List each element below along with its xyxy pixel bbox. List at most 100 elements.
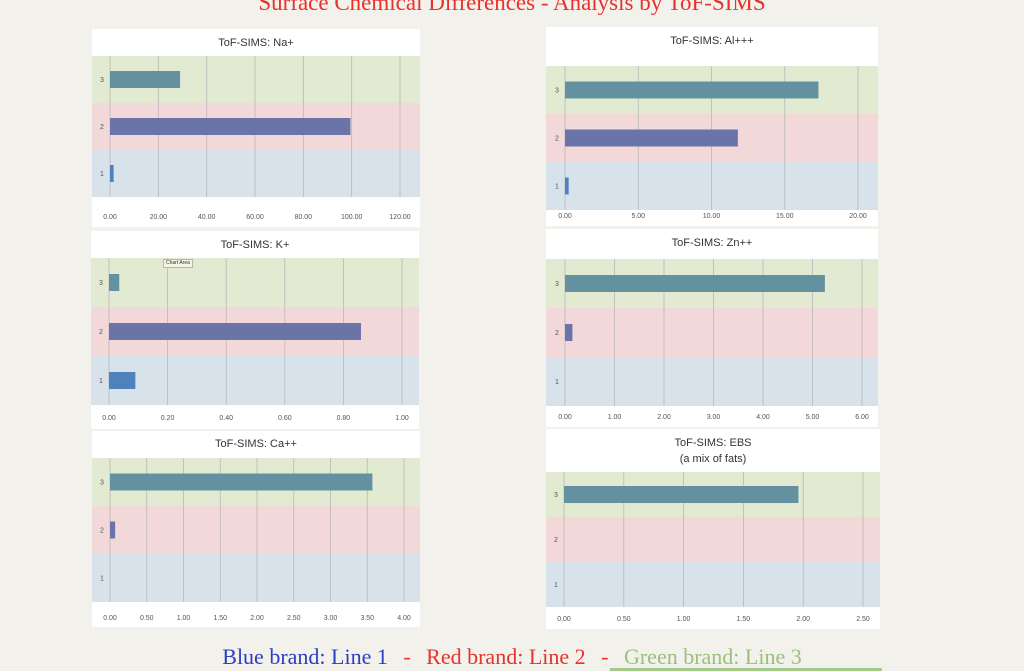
tick-label: 2.00	[796, 616, 810, 623]
category-label: 3	[555, 88, 559, 95]
bar-line-2[interactable]	[110, 521, 116, 539]
category-label: 1	[100, 171, 104, 178]
chart-panel-na[interactable]: ToF-SIMS: Na+ 1 2 3 0.00 20.00 40.00 60.00 80.0…	[92, 29, 420, 227]
chart-title: ToF-SIMS: Zn++	[671, 237, 753, 249]
chart-title: ToF-SIMS: Ca++	[215, 438, 297, 450]
brand-legend: Blue brand: Line 1 - Red brand: Line 2 -…	[0, 643, 1024, 671]
tick-label: 4.00	[397, 615, 411, 622]
tick-label: 0.00	[558, 213, 572, 220]
tick-label: 120.00	[389, 214, 411, 221]
band-line-2	[92, 506, 420, 554]
category-label: 1	[99, 378, 103, 385]
chart-panel-al[interactable]: ToF-SIMS: Al+++ 1 2 3 0.00 5.00 10.00 15.00 20.…	[546, 27, 878, 226]
tick-label: 0.50	[617, 616, 631, 623]
band-line-1	[546, 562, 880, 607]
tick-label: 3.50	[360, 615, 374, 622]
chart-panel-ebs[interactable]: ToF-SIMS: EBS (a mix of fats) 1 2 3 0.00 0.5…	[546, 429, 880, 629]
chart-panel-zn[interactable]: ToF-SIMS: Zn++ 1 2 3 0.00 1.00 2.00 3.00 4.00 5.…	[546, 229, 878, 427]
tick-label: 60.00	[246, 214, 264, 221]
chart-area-tooltip: Chart Area	[163, 259, 193, 268]
bar-line-2[interactable]	[565, 129, 738, 147]
bar-line-3[interactable]	[110, 71, 181, 88]
tick-label: 20.00	[849, 213, 867, 220]
tick-label: 100.00	[341, 214, 363, 221]
chart-plot: 1 2 3 0.00 20.00 40.00 60.00 80.00 100.00 120.00	[92, 56, 420, 221]
tick-label: 3.00	[324, 615, 338, 622]
legend-green-brand: Green brand: Line 3	[623, 644, 802, 669]
tick-label: 0.50	[140, 615, 154, 622]
chart-panel-ca[interactable]: ToF-SIMS: Ca++ 1 2 3 0.00 0.50 1.00 1.50 2.00 2.…	[92, 431, 420, 627]
bar-line-3[interactable]	[109, 274, 120, 291]
chart-title: ToF-SIMS: Al+++	[670, 35, 754, 47]
tick-label: 6.00	[855, 414, 869, 421]
category-label: 2	[100, 124, 104, 131]
tick-label: 2.50	[287, 615, 301, 622]
tick-label: 5.00	[806, 414, 820, 421]
chart-plot: 1 2 3 0.00 0.20 0.40 0.60 0.80 1.00	[91, 258, 419, 422]
chart-plot: 1 2 3 0.00 0.50 1.00 1.50 2.00 2.50	[546, 472, 880, 623]
category-label: 3	[554, 492, 558, 499]
category-label: 1	[555, 184, 559, 191]
tick-label: 0.40	[219, 415, 233, 422]
tick-label: 15.00	[776, 213, 794, 220]
tick-label: 0.00	[102, 415, 116, 422]
bar-line-3[interactable]	[565, 81, 819, 99]
band-line-1	[546, 162, 878, 210]
tick-label: 0.00	[557, 616, 571, 623]
tick-label: 0.00	[103, 214, 117, 221]
bar-line-3[interactable]	[564, 486, 799, 503]
tick-label: 3.00	[707, 414, 721, 421]
legend-blue-brand: Blue brand: Line 1	[222, 644, 388, 669]
chart-title: ToF-SIMS: Na+	[218, 37, 294, 49]
tick-label: 0.80	[337, 415, 351, 422]
chart-plot: 1 2 3 0.00 1.00 2.00 3.00 4.00 5.00 6.00	[546, 259, 878, 421]
tick-label: 1.00	[395, 415, 409, 422]
band-line-2	[546, 308, 878, 357]
legend-red-brand: Red brand: Line 2	[426, 644, 586, 669]
tick-label: 0.00	[558, 414, 572, 421]
chart-plot: 1 2 3 0.00 0.50 1.00 1.50 2.00 2.50 3.00 3.50 4.00	[92, 458, 420, 622]
tick-label: 2.00	[250, 615, 264, 622]
category-label: 1	[100, 576, 104, 583]
tick-label: 10.00	[703, 213, 721, 220]
band-line-3	[91, 258, 419, 307]
tick-label: 0.00	[103, 615, 117, 622]
category-label: 2	[555, 136, 559, 143]
category-label: 3	[100, 77, 104, 84]
bar-line-2[interactable]	[110, 118, 351, 135]
chart-panel-k[interactable]: ToF-SIMS: K+ 1 2 3 0.00 0.20 0.40 0.60 0.80 1.00…	[91, 231, 419, 429]
tick-label: 1.50	[213, 615, 227, 622]
category-label: 1	[555, 379, 559, 386]
band-line-1	[92, 150, 420, 197]
category-label: 1	[554, 582, 558, 589]
bar-line-3[interactable]	[565, 275, 825, 292]
bar-line-2[interactable]	[565, 324, 573, 341]
category-label: 2	[100, 528, 104, 535]
legend-separator: -	[601, 644, 609, 669]
category-label: 2	[555, 330, 559, 337]
category-label: 3	[100, 480, 104, 487]
tick-label: 40.00	[198, 214, 216, 221]
bar-line-1[interactable]	[565, 177, 569, 195]
tick-label: 1.00	[677, 616, 691, 623]
tick-label: 1.50	[737, 616, 751, 623]
bar-line-3[interactable]	[110, 473, 373, 491]
bar-line-2[interactable]	[109, 323, 361, 340]
band-line-2	[546, 517, 880, 562]
band-line-1	[92, 554, 420, 602]
chart-subtitle: (a mix of fats)	[679, 453, 747, 465]
legend-separator: -	[403, 644, 411, 669]
band-line-1	[546, 357, 878, 406]
bar-line-1[interactable]	[109, 372, 136, 389]
category-label: 2	[99, 329, 103, 336]
band-line-1	[91, 356, 419, 405]
chart-title: ToF-SIMS: K+	[220, 239, 290, 251]
category-label: 3	[99, 280, 103, 287]
category-label: 3	[555, 281, 559, 288]
chart-plot: 1 2 3 0.00 5.00 10.00 15.00 20.00	[546, 66, 878, 220]
category-label: 2	[554, 537, 558, 544]
legend-underline	[610, 668, 882, 671]
tick-label: 0.20	[161, 415, 175, 422]
tick-label: 5.00	[631, 213, 645, 220]
bar-line-1[interactable]	[110, 165, 114, 182]
